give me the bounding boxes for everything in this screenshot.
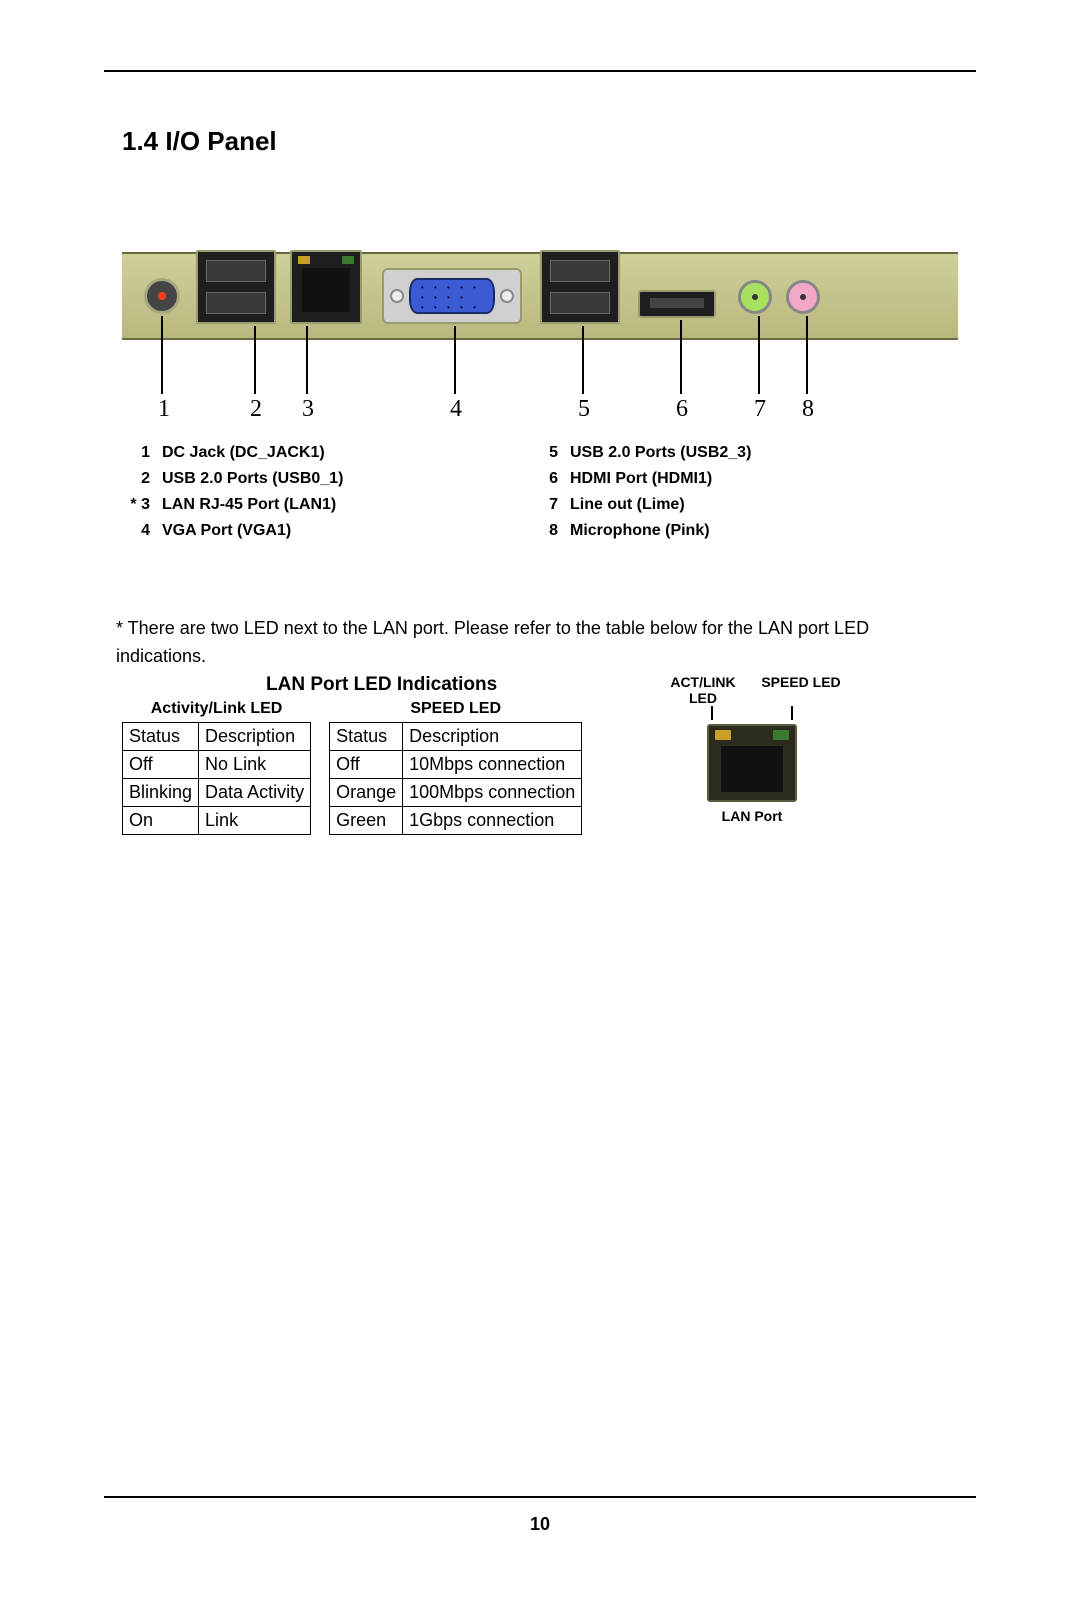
table-caption: SPEED LED <box>329 700 582 718</box>
table-cell: Link <box>199 807 311 835</box>
lan-port-icon <box>707 724 797 802</box>
legend-text: USB 2.0 Ports (USB0_1) <box>162 468 343 490</box>
io-panel-diagram: 1 2 3 4 5 6 7 8 <box>122 222 958 432</box>
lan-led-act-icon <box>298 256 310 264</box>
legend-right-col: 5USB 2.0 Ports (USB2_3) 6HDMI Port (HDMI… <box>530 442 950 546</box>
legend-num: 7 <box>530 494 570 516</box>
table-row: Status Description <box>330 723 582 751</box>
lan-port-label-right: SPEED LED <box>756 674 846 706</box>
lan-led-note: * There are two LED next to the LAN port… <box>116 614 960 670</box>
callout-num-8: 8 <box>802 396 814 423</box>
callout-line <box>161 316 163 394</box>
lan-port-caption: LAN Port <box>652 808 852 824</box>
callout-line <box>254 326 256 394</box>
table-cell: Blinking <box>123 779 199 807</box>
lan-act-led-icon <box>715 730 731 740</box>
table-header-cell: Description <box>199 723 311 751</box>
table-cell: Green <box>330 807 403 835</box>
table-cell: 10Mbps connection <box>403 751 582 779</box>
legend-num: 6 <box>530 468 570 490</box>
lan-led-tables: Activity/Link LED Status Description Off… <box>122 700 582 835</box>
table-row: Status Description <box>123 723 311 751</box>
callout-num-4: 4 <box>450 396 462 423</box>
lan-jack-icon <box>721 746 783 792</box>
legend-num: 1 <box>122 442 162 464</box>
table-row: On Link <box>123 807 311 835</box>
port-lan-rj45 <box>290 250 362 324</box>
callout-num-1: 1 <box>158 396 170 423</box>
table-cell: Off <box>330 751 403 779</box>
activity-link-table: Activity/Link LED Status Description Off… <box>122 700 311 835</box>
legend-num: 5 <box>530 442 570 464</box>
port-dc-jack <box>144 278 180 314</box>
vga-screw-icon <box>390 289 404 303</box>
callout-num-6: 6 <box>676 396 688 423</box>
callout-num-2: 2 <box>250 396 262 423</box>
legend-text: Line out (Lime) <box>570 494 685 516</box>
table-cell: Orange <box>330 779 403 807</box>
vga-screw-icon <box>500 289 514 303</box>
port-mic <box>786 280 820 314</box>
legend-num: 8 <box>530 520 570 542</box>
port-legend: 1DC Jack (DC_JACK1) 2USB 2.0 Ports (USB0… <box>122 442 958 546</box>
legend-text: HDMI Port (HDMI1) <box>570 468 712 490</box>
legend-text: DC Jack (DC_JACK1) <box>162 442 325 464</box>
legend-text: USB 2.0 Ports (USB2_3) <box>570 442 751 464</box>
table-caption: Activity/Link LED <box>122 700 311 718</box>
port-usb-0-1 <box>196 250 276 324</box>
table-header-cell: Status <box>330 723 403 751</box>
table-cell: Data Activity <box>199 779 311 807</box>
top-rule <box>104 70 976 72</box>
port-hdmi <box>638 290 716 318</box>
legend-num: * 3 <box>122 494 162 516</box>
vga-connector-icon <box>409 278 495 314</box>
port-usb-2-3 <box>540 250 620 324</box>
port-line-out <box>738 280 772 314</box>
callout-num-3: 3 <box>302 396 314 423</box>
callout-line <box>680 320 682 394</box>
page-number: 10 <box>104 1514 976 1535</box>
pointer-line-icon <box>791 706 793 720</box>
legend-left-col: 1DC Jack (DC_JACK1) 2USB 2.0 Ports (USB0… <box>122 442 530 546</box>
table-header-cell: Description <box>403 723 582 751</box>
lan-speed-led-icon <box>773 730 789 740</box>
manual-page: 1.4 I/O Panel 1 2 3 4 5 6 <box>104 70 976 1548</box>
pointer-line-icon <box>711 706 713 720</box>
legend-num: 2 <box>122 468 162 490</box>
table-cell: 1Gbps connection <box>403 807 582 835</box>
port-vga <box>382 268 522 324</box>
table-row: Orange 100Mbps connection <box>330 779 582 807</box>
lan-port-figure: ACT/LINK LED SPEED LED LAN Port <box>652 674 852 824</box>
lan-led-speed-icon <box>342 256 354 264</box>
callout-num-7: 7 <box>754 396 766 423</box>
callout-line <box>454 326 456 394</box>
legend-text: LAN RJ-45 Port (LAN1) <box>162 494 336 516</box>
table-cell: No Link <box>199 751 311 779</box>
callout-line <box>306 326 308 394</box>
table-row: Off No Link <box>123 751 311 779</box>
legend-num: 4 <box>122 520 162 542</box>
legend-text: VGA Port (VGA1) <box>162 520 291 542</box>
callout-line <box>758 316 760 394</box>
bottom-rule <box>104 1496 976 1498</box>
table-row: Blinking Data Activity <box>123 779 311 807</box>
table-header-cell: Status <box>123 723 199 751</box>
callout-line <box>582 326 584 394</box>
callout-num-5: 5 <box>578 396 590 423</box>
callout-line <box>806 316 808 394</box>
section-title: 1.4 I/O Panel <box>122 126 277 157</box>
table-cell: On <box>123 807 199 835</box>
speed-led-table: SPEED LED Status Description Off 10Mbps … <box>329 700 582 835</box>
table-cell: Off <box>123 751 199 779</box>
table-row: Green 1Gbps connection <box>330 807 582 835</box>
table-cell: 100Mbps connection <box>403 779 582 807</box>
table-row: Off 10Mbps connection <box>330 751 582 779</box>
legend-text: Microphone (Pink) <box>570 520 710 542</box>
lan-port-label-left: ACT/LINK LED <box>658 674 748 706</box>
lan-led-section-title: LAN Port LED Indications <box>266 674 497 696</box>
